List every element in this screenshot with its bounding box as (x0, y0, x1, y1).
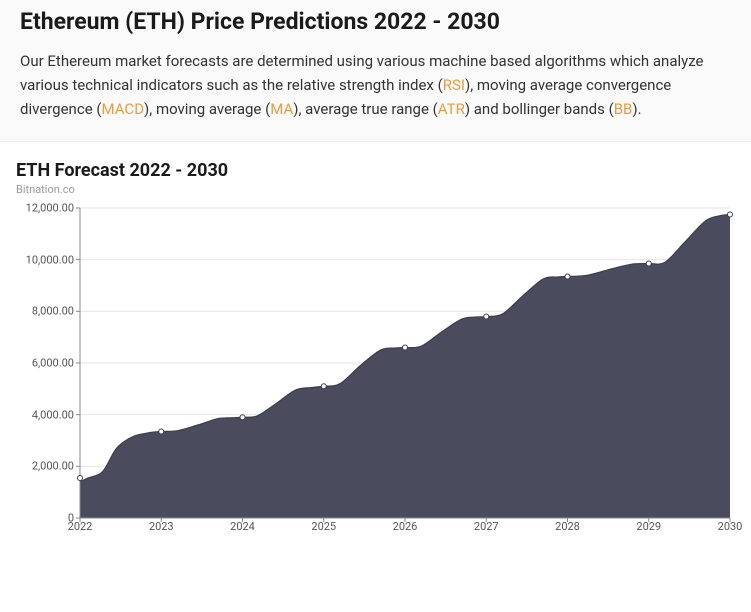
x-axis-label: 2022 (68, 520, 93, 533)
x-axis-label: 2028 (555, 520, 580, 533)
header-section: Ethereum (ETH) Price Predictions 2022 - … (0, 0, 751, 142)
description-paragraph: Our Ethereum market forecasts are determ… (20, 49, 731, 121)
y-axis-label: 8,000.00 (32, 305, 74, 318)
x-axis-label: 2026 (393, 520, 418, 533)
y-axis-label: 12,000.00 (26, 202, 74, 215)
link-ma[interactable]: MA (270, 100, 293, 118)
x-axis-label: 2027 (474, 520, 499, 533)
chart-title: ETH Forecast 2022 - 2030 (16, 160, 735, 181)
desc-text-3: ), average true range ( (293, 100, 438, 118)
x-axis-label: 2023 (149, 520, 174, 533)
x-axis-label: 2030 (718, 520, 743, 533)
y-axis-label: 4,000.00 (32, 408, 74, 421)
x-axis-label: 2029 (636, 520, 661, 533)
link-rsi[interactable]: RSI (443, 76, 465, 94)
y-axis-label: 10,000.00 (26, 253, 74, 266)
x-axis-label: 2024 (230, 520, 255, 533)
link-macd[interactable]: MACD (102, 100, 145, 118)
page-title: Ethereum (ETH) Price Predictions 2022 - … (20, 8, 731, 35)
y-axis-label: 2,000.00 (32, 460, 74, 473)
link-atr[interactable]: ATR (438, 100, 465, 118)
x-axis-label: 2025 (311, 520, 336, 533)
desc-text-5: ). (632, 100, 641, 118)
forecast-area-chart (80, 208, 730, 518)
y-axis-label: 6,000.00 (32, 357, 74, 370)
desc-text-2: ), moving average ( (144, 100, 270, 118)
chart-box: 02,000.004,000.006,000.008,000.0010,000.… (16, 208, 734, 548)
desc-text-4: ) and bollinger bands ( (465, 100, 614, 118)
chart-subtitle: Bitnation.co (16, 183, 735, 196)
link-bb[interactable]: BB (614, 100, 633, 118)
chart-section: ETH Forecast 2022 - 2030 Bitnation.co 02… (0, 142, 751, 556)
